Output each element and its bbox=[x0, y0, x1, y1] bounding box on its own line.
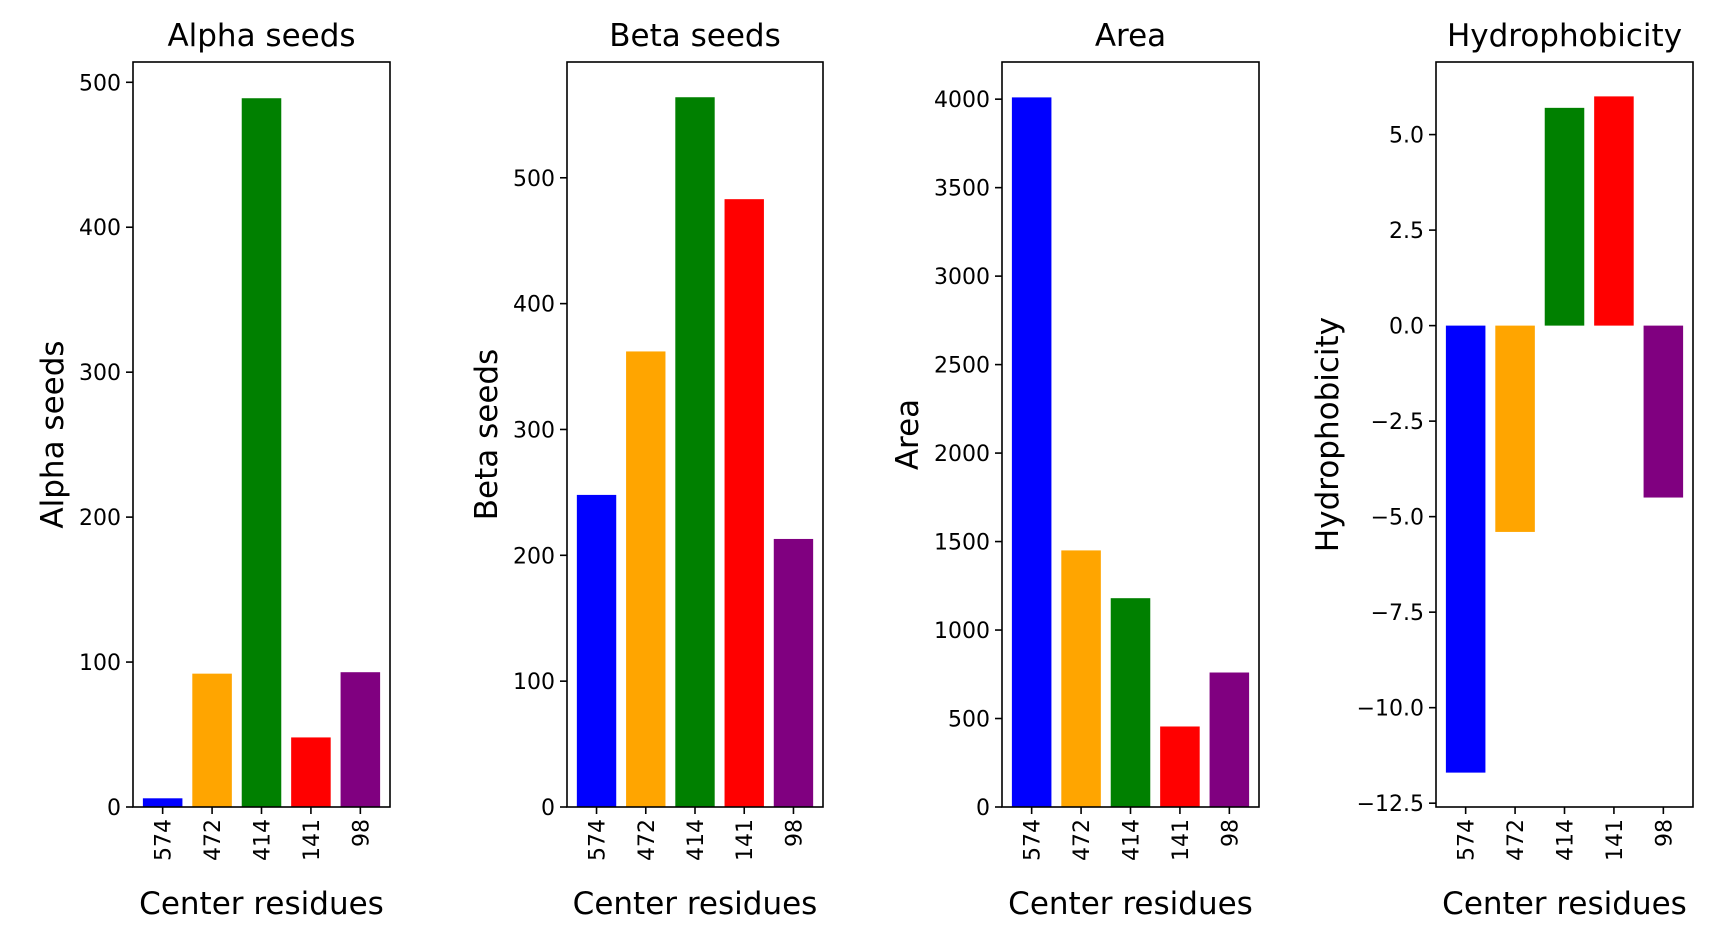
y-tick-label: 0 bbox=[107, 796, 121, 821]
y-tick-label: 0.0 bbox=[1389, 315, 1424, 340]
bar-98 bbox=[1643, 325, 1684, 498]
x-tick-label: 414 bbox=[1120, 819, 1145, 861]
x-tick-label: 414 bbox=[684, 819, 709, 861]
x-tick-label: 472 bbox=[635, 819, 660, 861]
y-tick-label: 300 bbox=[513, 418, 555, 443]
chart-panel-2: 0 100 200 300 400 500 574 472 414 141 98 Beta seeds… bbox=[469, 18, 824, 922]
y-tick-label: 500 bbox=[79, 71, 121, 96]
bar-574 bbox=[1011, 97, 1052, 808]
x-tick-label: 98 bbox=[349, 819, 374, 847]
y-axis-label: Alpha seeds bbox=[35, 340, 71, 528]
x-tick-label: 472 bbox=[1504, 819, 1529, 861]
x-tick-label: 98 bbox=[1218, 819, 1243, 847]
y-tick-label: 0 bbox=[976, 796, 990, 821]
y-tick-label: 200 bbox=[79, 506, 121, 531]
bar-574 bbox=[1445, 325, 1486, 773]
x-axis-label: Center residues bbox=[573, 886, 818, 922]
x-tick-label: 98 bbox=[782, 819, 807, 847]
x-tick-label: 414 bbox=[1554, 819, 1579, 861]
y-tick-label: 0 bbox=[541, 796, 555, 821]
y-tick-label: −12.5 bbox=[1357, 792, 1424, 817]
chart-title: Alpha seeds bbox=[167, 18, 355, 54]
y-tick-label: 4000 bbox=[934, 88, 990, 113]
y-tick-label: −10.0 bbox=[1357, 697, 1424, 722]
x-tick-label: 574 bbox=[586, 819, 611, 861]
bar-98 bbox=[340, 672, 381, 807]
chart-panel-4: −12.5 −10.0 −7.5 −5.0 −2.5 0.0 2.5 5.0 574 472 414… bbox=[1310, 18, 1694, 922]
y-tick-label: 2500 bbox=[934, 354, 990, 379]
bar-472 bbox=[1495, 325, 1535, 532]
x-tick-label: 472 bbox=[1070, 819, 1095, 861]
y-tick-label: −5.0 bbox=[1371, 506, 1424, 531]
y-tick-label: 400 bbox=[79, 216, 121, 241]
chart-panel-3: 0 500 1000 1500 2000 2500 3000 3500 4000 574 472 41… bbox=[890, 18, 1260, 922]
y-tick-label: 100 bbox=[79, 651, 121, 676]
bar-141 bbox=[1160, 726, 1200, 807]
bar-141 bbox=[1594, 96, 1634, 326]
x-tick-label: 141 bbox=[1603, 819, 1628, 861]
y-tick-label: 500 bbox=[513, 167, 555, 192]
bar-414 bbox=[1110, 598, 1151, 807]
x-tick-label: 98 bbox=[1652, 819, 1677, 847]
bar-98 bbox=[773, 538, 814, 807]
bar-574 bbox=[576, 494, 617, 807]
bar-141 bbox=[724, 199, 764, 808]
x-tick-label: 141 bbox=[733, 819, 758, 861]
x-tick-label: 574 bbox=[1021, 819, 1046, 861]
chart-title: Beta seeds bbox=[609, 18, 780, 54]
x-axis-label: Center residues bbox=[139, 886, 384, 922]
x-tick-label: 414 bbox=[251, 819, 276, 861]
y-tick-label: 5.0 bbox=[1389, 124, 1424, 149]
y-tick-label: −7.5 bbox=[1371, 601, 1424, 626]
y-axis-label: Beta seeds bbox=[469, 349, 505, 520]
x-axis-label: Center residues bbox=[1442, 886, 1687, 922]
y-tick-label: 3500 bbox=[934, 177, 990, 202]
y-tick-label: 2000 bbox=[934, 442, 990, 467]
y-axis-label: Hydrophobicity bbox=[1310, 317, 1346, 552]
y-tick-label: 500 bbox=[948, 708, 990, 733]
chart-title: Hydrophobicity bbox=[1447, 18, 1682, 54]
bar-472 bbox=[1061, 550, 1101, 807]
bar-414 bbox=[675, 97, 715, 807]
y-tick-label: 400 bbox=[513, 293, 555, 318]
y-tick-label: 100 bbox=[513, 670, 555, 695]
bar-141 bbox=[291, 737, 331, 807]
bar-472 bbox=[192, 673, 232, 807]
y-tick-label: −2.5 bbox=[1371, 410, 1424, 435]
y-tick-label: 1000 bbox=[934, 619, 990, 644]
y-tick-label: 200 bbox=[513, 544, 555, 569]
y-tick-label: 3000 bbox=[934, 265, 990, 290]
x-tick-label: 472 bbox=[201, 819, 226, 861]
y-tick-label: 1500 bbox=[934, 531, 990, 556]
y-tick-label: 2.5 bbox=[1389, 219, 1424, 244]
x-tick-label: 574 bbox=[152, 819, 177, 861]
y-axis-label: Area bbox=[890, 399, 926, 470]
x-axis-label: Center residues bbox=[1008, 886, 1253, 922]
chart-title: Area bbox=[1095, 18, 1166, 54]
y-tick-label: 300 bbox=[79, 361, 121, 386]
x-tick-label: 141 bbox=[1169, 819, 1194, 861]
bar-414 bbox=[241, 98, 282, 807]
chart-panel-1: 0 100 200 300 400 500 574 472 414 141 98 Alpha seed… bbox=[35, 18, 391, 922]
x-tick-label: 141 bbox=[300, 819, 325, 861]
bar-472 bbox=[626, 351, 666, 807]
x-tick-label: 574 bbox=[1455, 819, 1480, 861]
bar-574 bbox=[142, 798, 183, 807]
bar-98 bbox=[1209, 672, 1250, 807]
bar-414 bbox=[1544, 107, 1585, 326]
